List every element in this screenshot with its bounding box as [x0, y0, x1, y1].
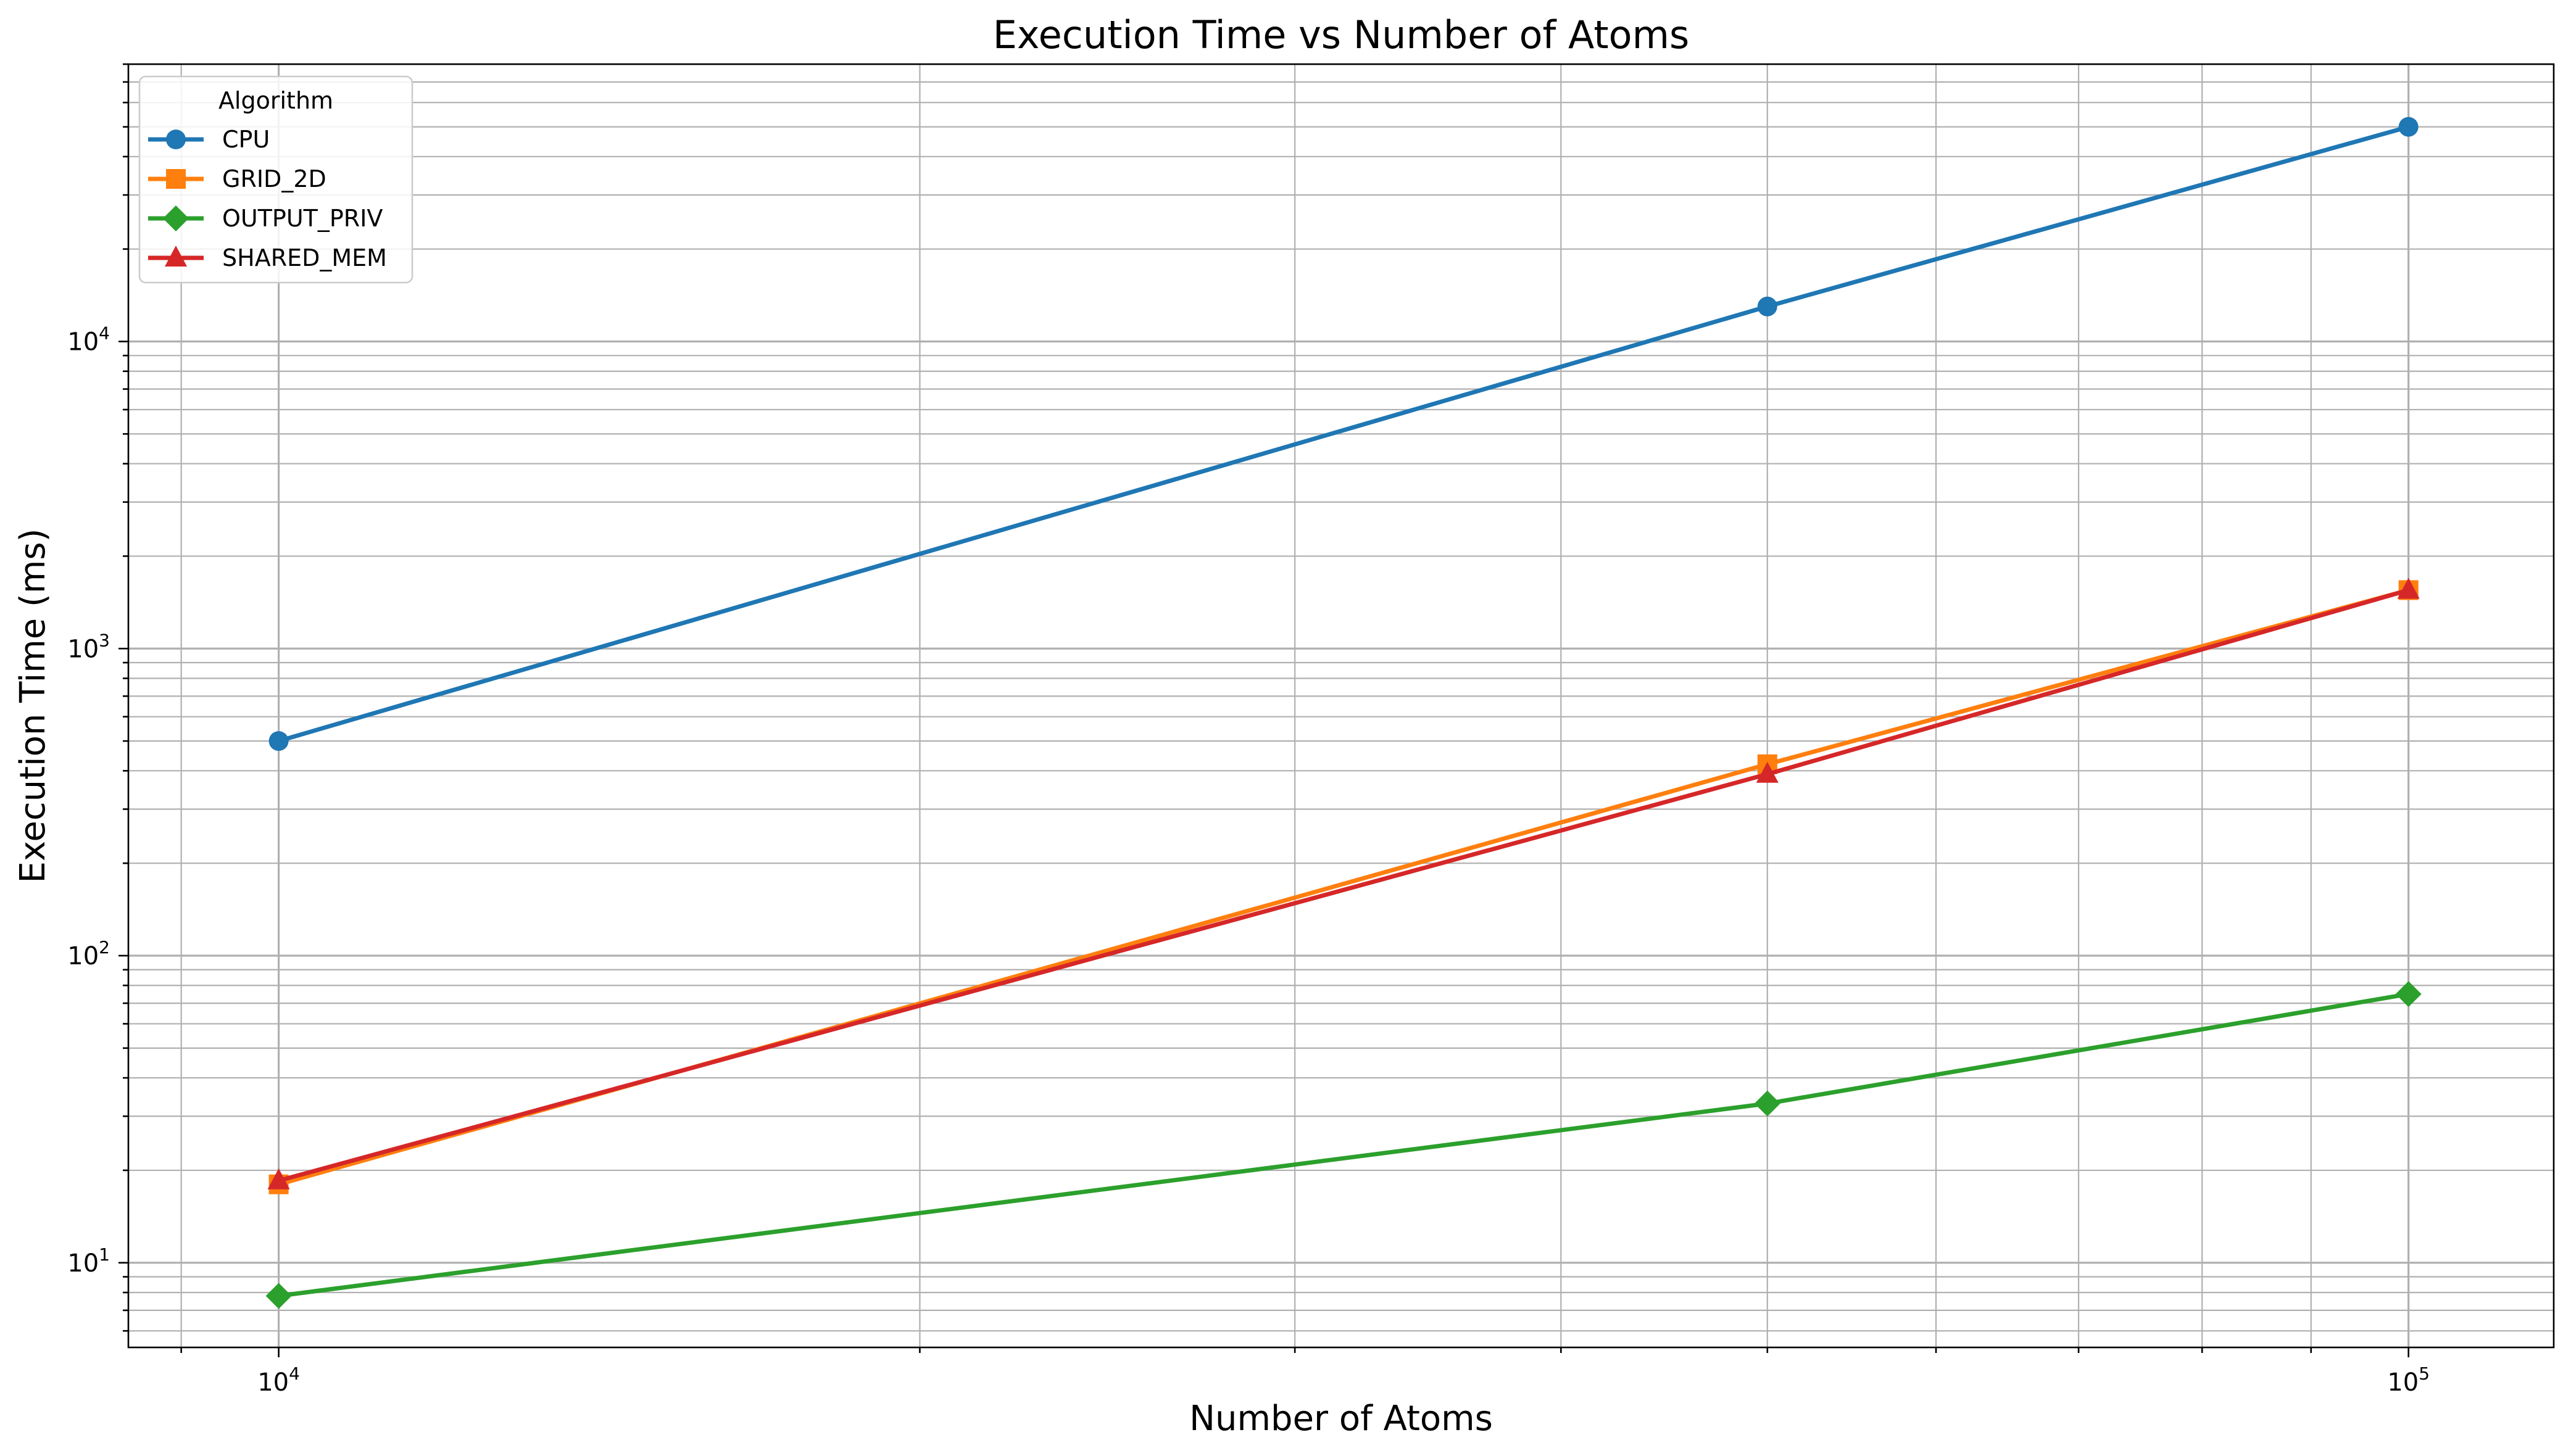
legend-label-output-priv: OUTPUT_PRIV — [222, 205, 383, 232]
data-point-output-priv — [265, 1283, 292, 1309]
x-tick-label: 105 — [2387, 1363, 2430, 1397]
data-point-cpu — [2398, 117, 2419, 137]
data-point-cpu — [268, 731, 289, 751]
legend-marker-output-priv — [163, 205, 189, 231]
data-point-shared-mem — [1756, 761, 1779, 783]
legend-marker-grid-2d — [166, 169, 186, 189]
series-layer — [265, 117, 2422, 1309]
legend: Algorithm CPU GRID_2D OUTPUT_PRIV SHARED_MEM — [138, 75, 413, 284]
series-grid-2d — [268, 580, 2419, 1194]
y-tick-label: 101 — [67, 1244, 110, 1278]
data-point-shared-mem — [267, 1168, 290, 1189]
plot-frame — [127, 63, 2555, 1349]
grid-layer — [128, 63, 2554, 1347]
y-tick-label: 102 — [67, 937, 110, 970]
legend-item-cpu: CPU — [148, 126, 270, 153]
chart-title: Execution Time vs Number of Atoms — [993, 12, 1690, 57]
x-axis-label: Number of Atoms — [1189, 1399, 1493, 1439]
ticks-layer: 104 105 101 102 103 104 — [67, 63, 2430, 1397]
legend-item-shared-mem: SHARED_MEM — [148, 244, 387, 271]
legend-marker-shared-mem — [165, 246, 187, 267]
data-point-output-priv — [1754, 1090, 1780, 1117]
legend-label-grid-2d: GRID_2D — [222, 165, 326, 192]
legend-item-grid-2d: GRID_2D — [148, 165, 326, 192]
legend-label-cpu: CPU — [222, 126, 270, 153]
data-point-cpu — [1757, 296, 1777, 316]
y-tick-label: 104 — [67, 323, 110, 357]
legend-box — [138, 75, 413, 284]
x-tick-label: 104 — [257, 1363, 300, 1397]
series-line-output-priv — [278, 991, 2409, 1298]
series-shared-mem — [267, 577, 2420, 1189]
y-axis-label: Execution Time (ms) — [13, 529, 53, 883]
legend-title: Algorithm — [218, 87, 333, 114]
data-point-output-priv — [2395, 981, 2422, 1007]
legend-label-shared-mem: SHARED_MEM — [222, 244, 387, 271]
legend-item-output-priv: OUTPUT_PRIV — [148, 205, 383, 232]
legend-marker-cpu — [166, 130, 186, 149]
series-cpu — [268, 117, 2419, 751]
data-point-shared-mem — [2397, 577, 2420, 599]
y-tick-label: 103 — [67, 630, 110, 663]
series-output-priv — [265, 981, 2422, 1309]
